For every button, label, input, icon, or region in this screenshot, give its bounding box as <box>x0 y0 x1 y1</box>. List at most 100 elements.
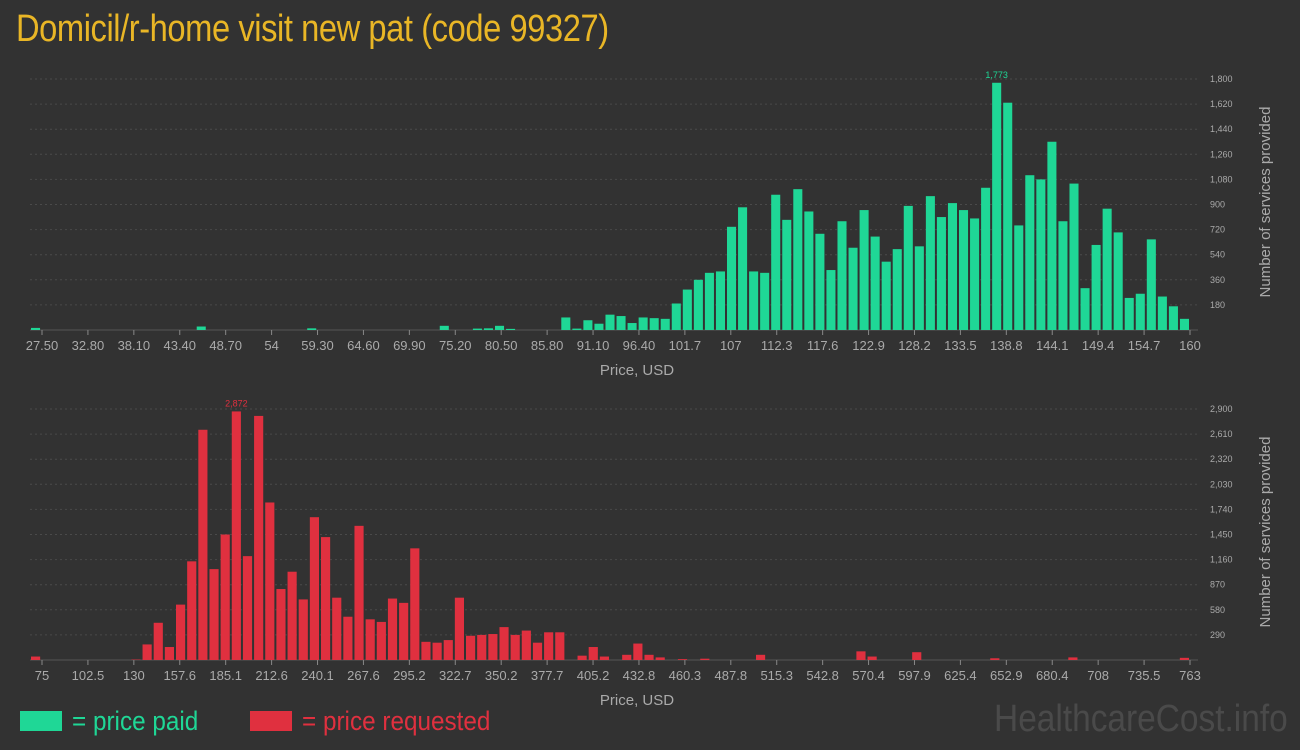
bar <box>1014 225 1024 330</box>
watermark: HealthcareCost.info <box>994 698 1288 740</box>
bar <box>599 656 609 660</box>
x-tick-label: 432.8 <box>623 668 656 683</box>
bar <box>309 517 319 660</box>
bar <box>959 210 969 330</box>
bar <box>532 642 543 660</box>
bar <box>483 328 493 330</box>
bar <box>387 598 398 660</box>
x-tick-label: 763 <box>1179 668 1201 683</box>
bar <box>399 602 409 660</box>
bar <box>231 411 241 660</box>
x-tick-label: 515.3 <box>760 668 793 683</box>
x-tick-label: 43.40 <box>163 338 196 353</box>
x-tick-label: 487.8 <box>715 668 748 683</box>
x-tick-label: 117.6 <box>807 338 839 353</box>
bar <box>510 634 520 660</box>
x-tick-label: 107 <box>720 338 742 353</box>
bar <box>321 537 331 660</box>
y-tick-label: 1,450 <box>1210 530 1233 540</box>
bar <box>660 318 670 330</box>
bar <box>815 233 825 330</box>
x-tick-label: 138.8 <box>990 338 1023 353</box>
peak-data-label: 2,872 <box>225 398 248 408</box>
x-tick-label: 130 <box>123 668 145 683</box>
bar <box>1091 244 1101 330</box>
x-tick-label: 240.1 <box>301 668 334 683</box>
x-tick-label: 542.8 <box>806 668 839 683</box>
y-tick-label: 180 <box>1210 300 1225 310</box>
bar <box>187 561 197 660</box>
bar <box>727 226 737 330</box>
x-tick-label: 96.40 <box>623 338 656 353</box>
bar <box>704 272 714 330</box>
bar <box>655 657 665 660</box>
bar <box>1168 306 1178 330</box>
bar <box>947 203 957 330</box>
x-tick-label: 295.2 <box>393 668 426 683</box>
y-tick-label: 2,900 <box>1210 404 1233 414</box>
bar <box>870 236 880 330</box>
bar <box>410 548 420 660</box>
x-tick-label: 570.4 <box>852 668 885 683</box>
bar <box>588 647 598 660</box>
bar <box>521 630 531 660</box>
bar <box>164 647 174 660</box>
x-tick-label: 38.10 <box>118 338 151 353</box>
legend-paid: = price paid <box>20 704 212 738</box>
bar <box>432 642 442 660</box>
bar <box>1179 657 1189 660</box>
y-tick-label: 290 <box>1210 630 1225 640</box>
bar <box>856 651 866 660</box>
x-tick-label: 64.60 <box>347 338 380 353</box>
bar <box>196 326 206 330</box>
bar <box>837 221 847 330</box>
bar <box>1135 293 1145 330</box>
bar <box>1124 297 1134 330</box>
bar <box>760 272 770 330</box>
bar <box>771 194 781 330</box>
bar <box>638 317 648 330</box>
bar <box>544 632 554 660</box>
x-tick-label: 350.2 <box>485 668 518 683</box>
bar <box>914 246 924 330</box>
bar <box>649 318 659 330</box>
bar <box>903 205 913 330</box>
bar <box>1068 657 1078 660</box>
bar <box>31 656 41 660</box>
y-tick-label: 2,320 <box>1210 454 1233 464</box>
x-tick-label: 377.7 <box>531 668 564 683</box>
x-tick-label: 112.3 <box>761 338 793 353</box>
legend-requested: = price requested <box>250 704 511 738</box>
legend-requested-swatch <box>250 711 292 731</box>
bar <box>867 656 877 660</box>
bar <box>749 271 759 330</box>
x-tick-label: 597.9 <box>898 668 931 683</box>
bar <box>992 82 1002 330</box>
bar <box>622 654 632 660</box>
bar <box>1047 141 1057 330</box>
bar <box>332 597 342 660</box>
x-tick-label: 133.5 <box>944 338 977 353</box>
bar <box>31 327 41 330</box>
x-tick-label: 48.70 <box>209 338 242 353</box>
legend-paid-label: = price paid <box>72 705 199 736</box>
x-tick-label: 160 <box>1179 338 1201 353</box>
bar <box>1080 288 1090 330</box>
bar <box>365 619 375 660</box>
x-tick-label: 267.6 <box>347 668 380 683</box>
bar <box>220 534 230 660</box>
bar <box>287 571 297 660</box>
y-tick-label: 720 <box>1210 225 1225 235</box>
bar <box>804 211 814 330</box>
x-tick-label: 735.5 <box>1128 668 1161 683</box>
x-tick-label: 185.1 <box>209 668 242 683</box>
legend-requested-label: = price requested <box>302 705 491 736</box>
bar <box>488 634 498 660</box>
bar <box>677 659 688 660</box>
bar <box>682 289 692 330</box>
bar <box>583 320 593 330</box>
x-tick-label: 708 <box>1087 668 1109 683</box>
x-tick-label: 91.10 <box>577 338 610 353</box>
bar <box>477 634 487 660</box>
y-tick-label: 1,080 <box>1210 174 1233 184</box>
